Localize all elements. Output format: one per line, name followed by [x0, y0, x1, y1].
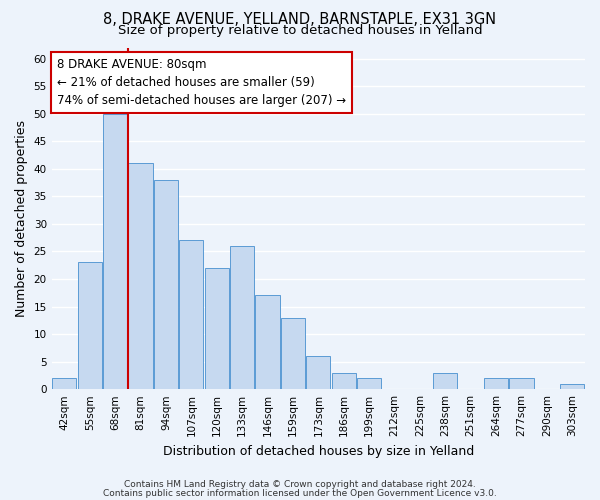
Text: Contains HM Land Registry data © Crown copyright and database right 2024.: Contains HM Land Registry data © Crown c… — [124, 480, 476, 489]
Bar — [52, 378, 76, 389]
Text: Size of property relative to detached houses in Yelland: Size of property relative to detached ho… — [118, 24, 482, 37]
Bar — [332, 372, 356, 389]
X-axis label: Distribution of detached houses by size in Yelland: Distribution of detached houses by size … — [163, 444, 474, 458]
Bar — [281, 318, 305, 389]
Bar — [77, 262, 102, 389]
Bar — [179, 240, 203, 389]
Bar — [256, 296, 280, 389]
Text: Contains public sector information licensed under the Open Government Licence v3: Contains public sector information licen… — [103, 488, 497, 498]
Y-axis label: Number of detached properties: Number of detached properties — [15, 120, 28, 317]
Bar — [230, 246, 254, 389]
Bar — [205, 268, 229, 389]
Text: 8, DRAKE AVENUE, YELLAND, BARNSTAPLE, EX31 3GN: 8, DRAKE AVENUE, YELLAND, BARNSTAPLE, EX… — [103, 12, 497, 28]
Text: 8 DRAKE AVENUE: 80sqm
← 21% of detached houses are smaller (59)
74% of semi-deta: 8 DRAKE AVENUE: 80sqm ← 21% of detached … — [57, 58, 346, 107]
Bar — [154, 180, 178, 389]
Bar — [509, 378, 533, 389]
Bar — [484, 378, 508, 389]
Bar — [357, 378, 381, 389]
Bar — [103, 114, 127, 389]
Bar — [433, 372, 457, 389]
Bar — [128, 163, 152, 389]
Bar — [306, 356, 331, 389]
Bar — [560, 384, 584, 389]
